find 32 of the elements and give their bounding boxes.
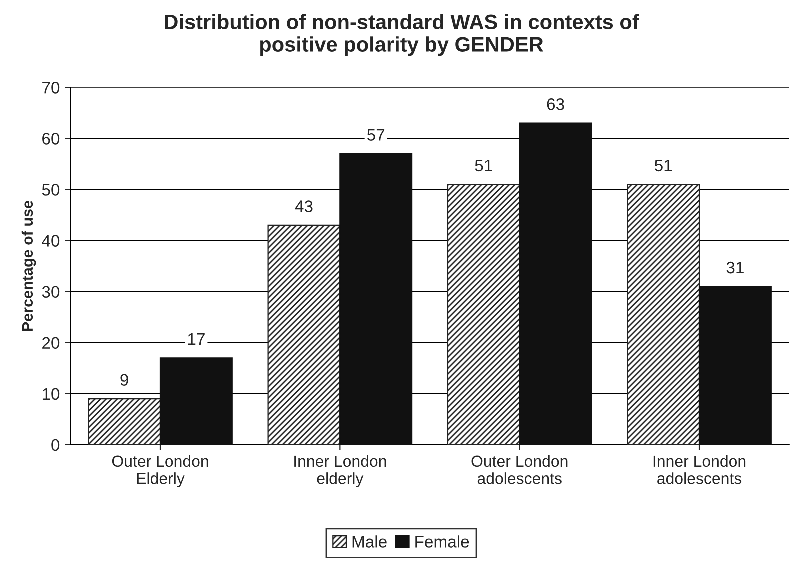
y-tick-label: 10 (42, 388, 60, 400)
data-label: 43 (295, 200, 313, 212)
x-tick-label: Outer London Elderly (112, 455, 208, 488)
y-tick-label: 40 (42, 235, 60, 247)
bar (627, 184, 700, 445)
x-tick-label: Inner London elderly (294, 455, 386, 488)
y-tick-label: 30 (42, 286, 60, 298)
legend-label: Male (352, 536, 387, 548)
y-tick-label: 0 (52, 439, 60, 452)
chart-title: Distribution of non-standard WAS in contexts of positive polarity by GENDER (165, 14, 640, 56)
data-label: 63 (547, 98, 564, 110)
bar (88, 398, 162, 445)
y-tick-label: 70 (42, 82, 60, 94)
bar (340, 153, 413, 445)
bar (698, 286, 772, 445)
bar (447, 184, 520, 445)
data-label: 51 (475, 160, 492, 172)
bar (519, 122, 592, 445)
data-label: 31 (726, 262, 744, 274)
bar (160, 358, 233, 445)
y-tick-label: 20 (42, 337, 60, 350)
data-label: 51 (654, 160, 672, 172)
x-tick-label: Inner London adolescents (654, 455, 746, 484)
data-label: 9 (120, 374, 128, 386)
y-tick-label: 50 (42, 184, 60, 196)
x-tick-label: Outer London adolescents (472, 455, 568, 484)
bar (268, 224, 341, 445)
y-axis-title: Percentage of use (22, 201, 36, 332)
legend-label: Female (416, 536, 470, 548)
y-tick-label: 60 (42, 133, 60, 145)
data-label: 57 (368, 129, 385, 141)
data-label: 17 (188, 334, 205, 345)
